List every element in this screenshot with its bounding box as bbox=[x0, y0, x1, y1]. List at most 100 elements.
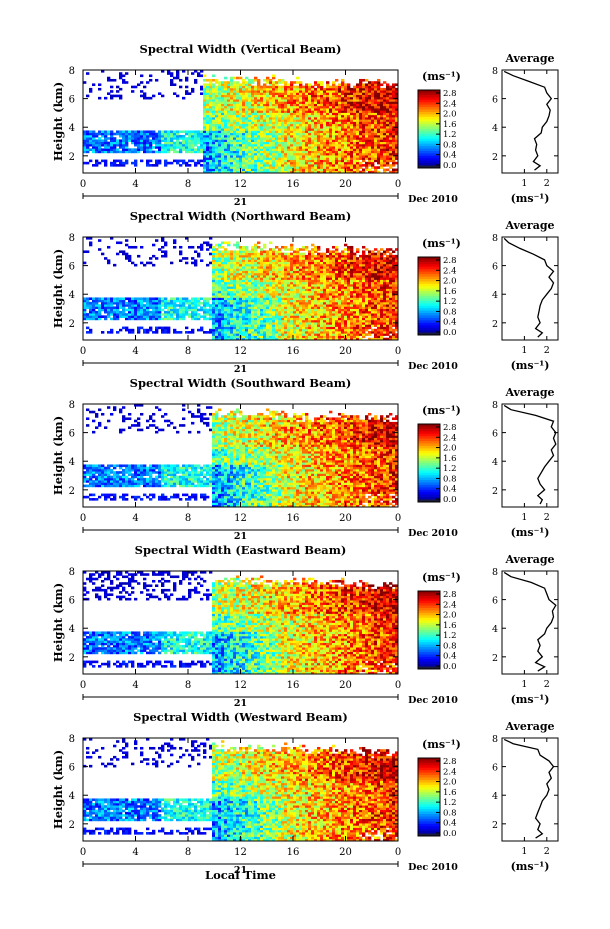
heatmap-cell bbox=[134, 139, 138, 142]
heatmap-cell bbox=[374, 114, 378, 118]
heatmap-cell bbox=[218, 114, 222, 118]
heatmap-cell bbox=[248, 250, 252, 254]
heatmap-cell bbox=[314, 137, 318, 140]
heatmap-cell bbox=[257, 170, 261, 174]
heatmap-cell bbox=[296, 134, 300, 138]
heatmap-cell bbox=[266, 121, 270, 125]
heatmap-cell bbox=[233, 308, 237, 312]
heatmap-cell bbox=[284, 275, 288, 278]
heatmap-cell bbox=[272, 326, 276, 330]
heatmap-cell bbox=[356, 152, 360, 156]
heatmap-cell bbox=[173, 310, 177, 314]
heatmap-cell bbox=[266, 76, 270, 80]
heatmap-cell bbox=[314, 159, 318, 163]
heatmap-cell bbox=[272, 164, 276, 167]
heatmap-cell bbox=[236, 128, 240, 131]
heatmap-cell bbox=[227, 295, 231, 298]
heatmap-cell bbox=[143, 134, 147, 138]
heatmap-cell bbox=[224, 266, 228, 269]
heatmap-cell bbox=[296, 337, 300, 341]
heatmap-cell bbox=[143, 306, 147, 309]
heatmap-cell bbox=[119, 150, 123, 154]
heatmap-cell bbox=[263, 85, 267, 89]
heatmap-cell bbox=[317, 103, 321, 107]
heatmap-cell bbox=[236, 241, 240, 245]
heatmap-cell bbox=[344, 146, 348, 149]
heatmap-cell bbox=[239, 121, 243, 125]
heatmap-cell bbox=[275, 103, 279, 107]
heatmap-cell bbox=[179, 250, 183, 254]
heatmap-cell bbox=[206, 331, 210, 334]
colorbar-swatch bbox=[418, 111, 440, 115]
heatmap-cell bbox=[320, 119, 324, 122]
heatmap-cell bbox=[275, 150, 279, 154]
heatmap-cell bbox=[350, 137, 354, 140]
heatmap-cell bbox=[320, 150, 324, 154]
heatmap-cell bbox=[200, 137, 204, 140]
heatmap-cell bbox=[215, 148, 219, 151]
heatmap-cell bbox=[212, 94, 216, 98]
heatmap-cell bbox=[347, 125, 351, 129]
heatmap-cell bbox=[281, 310, 285, 314]
heatmap-cell bbox=[320, 159, 324, 163]
heatmap-cell bbox=[203, 134, 207, 138]
heatmap-cell bbox=[128, 308, 132, 312]
heatmap-cell bbox=[161, 245, 165, 249]
heatmap-cell bbox=[374, 130, 378, 134]
heatmap-cell bbox=[287, 331, 291, 334]
heatmap-cell bbox=[197, 148, 201, 151]
heatmap-cell bbox=[359, 166, 363, 169]
colorbar-swatch bbox=[418, 99, 440, 103]
heatmap-cell bbox=[260, 268, 264, 271]
heatmap-cell bbox=[218, 121, 222, 125]
heatmap-cell bbox=[257, 168, 261, 172]
heatmap-cell bbox=[269, 266, 273, 269]
heatmap-cell bbox=[191, 299, 195, 303]
heatmap-cell bbox=[179, 301, 183, 305]
heatmap-cell bbox=[155, 326, 159, 330]
heatmap-cell bbox=[101, 304, 105, 307]
heatmap-cell bbox=[341, 157, 345, 160]
heatmap-cell bbox=[266, 105, 270, 109]
heatmap-cell bbox=[344, 105, 348, 109]
heatmap-cell bbox=[179, 164, 183, 167]
heatmap-cell bbox=[284, 288, 288, 292]
heatmap-cell bbox=[167, 141, 171, 145]
heatmap-cell bbox=[236, 290, 240, 294]
heatmap-cell bbox=[224, 317, 228, 321]
heatmap-cell bbox=[227, 254, 231, 258]
heatmap-cell bbox=[395, 132, 399, 136]
heatmap-cell bbox=[224, 257, 228, 260]
heatmap-cell bbox=[236, 254, 240, 258]
heatmap-cell bbox=[218, 295, 222, 298]
heatmap-cell bbox=[377, 117, 381, 120]
heatmap-cell bbox=[227, 331, 231, 334]
heatmap-cell bbox=[230, 148, 234, 151]
heatmap bbox=[83, 70, 399, 174]
heatmap-cell bbox=[353, 87, 357, 91]
heatmap-cell bbox=[236, 159, 240, 163]
heatmap-cell bbox=[167, 331, 171, 334]
heatmap-cell bbox=[224, 319, 228, 323]
heatmap-cell bbox=[206, 99, 210, 102]
heatmap-cell bbox=[392, 92, 396, 95]
heatmap-cell bbox=[341, 125, 345, 129]
heatmap-cell bbox=[161, 239, 165, 242]
heatmap-cell bbox=[176, 317, 180, 321]
heatmap-cell bbox=[338, 130, 342, 134]
heatmap-cell bbox=[224, 308, 228, 312]
heatmap-cell bbox=[251, 299, 255, 303]
heatmap-cell bbox=[296, 290, 300, 294]
heatmap-cell bbox=[287, 170, 291, 174]
heatmap-cell bbox=[314, 112, 318, 116]
heatmap-cell bbox=[392, 128, 396, 131]
heatmap-cell bbox=[239, 134, 243, 138]
heatmap-cell bbox=[293, 134, 297, 138]
heatmap-cell bbox=[215, 317, 219, 321]
heatmap-cell bbox=[89, 315, 93, 318]
heatmap-cell bbox=[302, 137, 306, 140]
heatmap-cell bbox=[344, 110, 348, 113]
heatmap-cell bbox=[305, 152, 309, 156]
heatmap-cell bbox=[260, 279, 264, 283]
heatmap-cell bbox=[389, 155, 393, 158]
